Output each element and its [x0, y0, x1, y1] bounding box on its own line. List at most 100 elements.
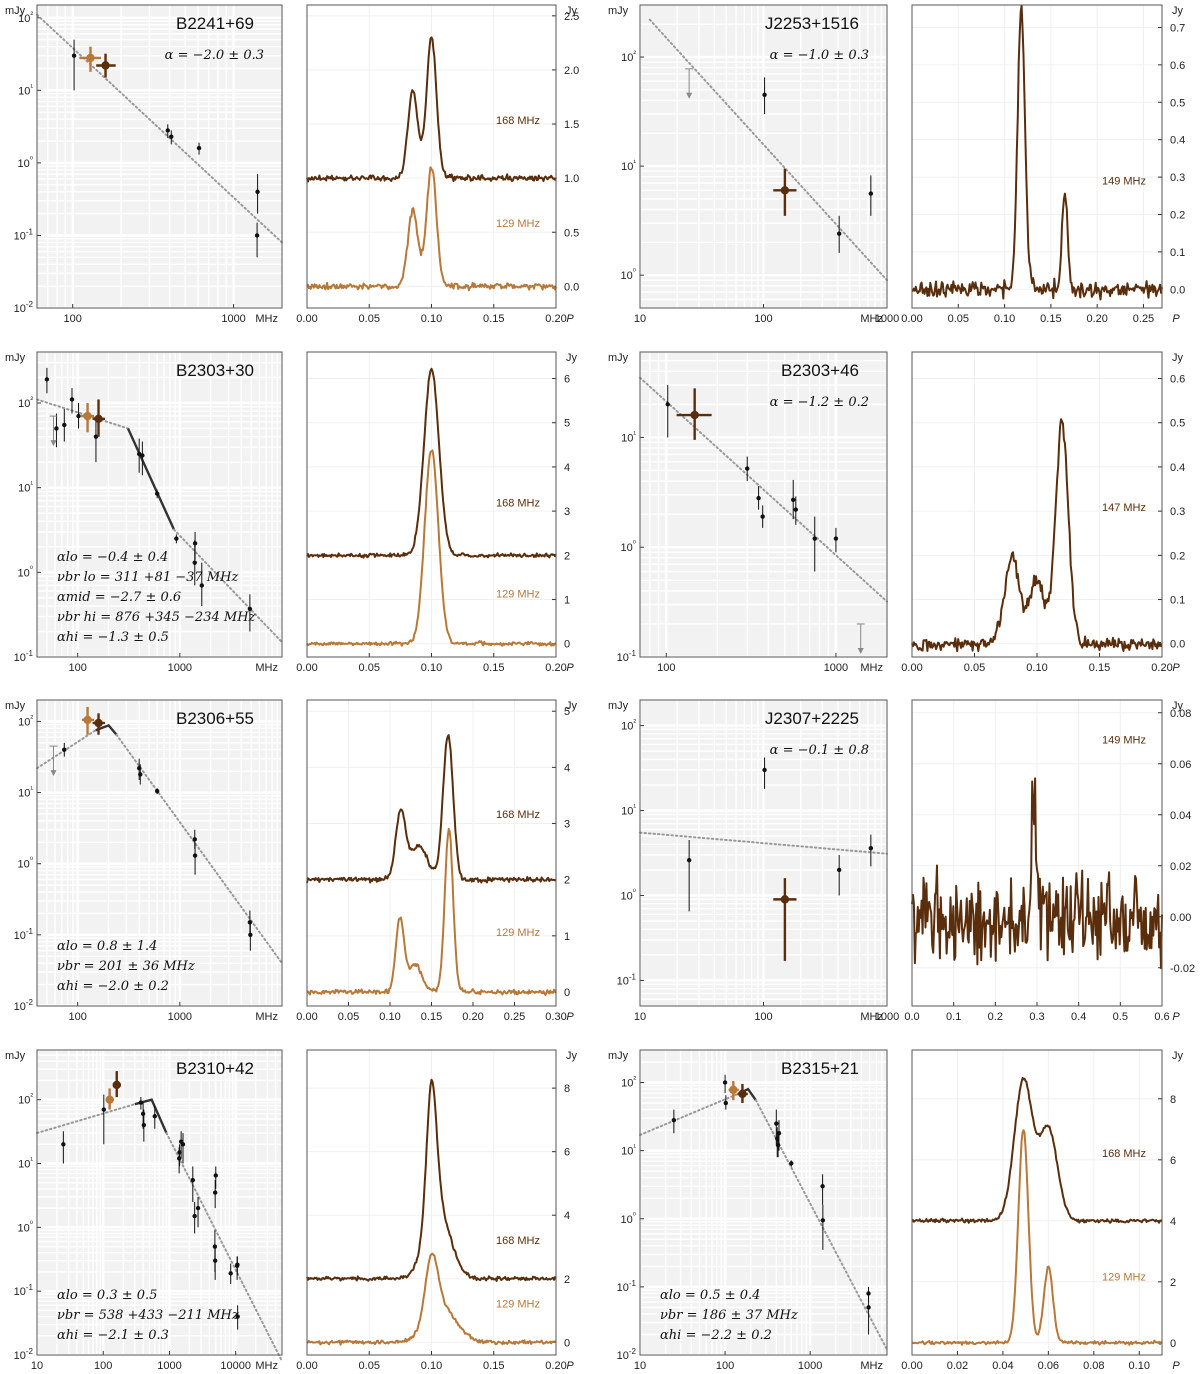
x-unit-label: MHz: [255, 662, 278, 674]
phase-axis-label: P: [1172, 313, 1180, 325]
data-point: [255, 189, 260, 194]
panel-frame: [306, 1049, 557, 1356]
x-tick-label: 0.04: [992, 1360, 1013, 1372]
upper-limit-arrow: [857, 647, 864, 654]
y-tick-exponent: ²: [30, 1092, 33, 1101]
phase-axis-label: P: [1172, 662, 1180, 674]
y-tick-label: 10²: [621, 1075, 636, 1090]
x-unit-label: MHz: [860, 1011, 883, 1023]
x-unit-label: MHz: [860, 1360, 883, 1372]
upper-limit-arrow: [686, 92, 693, 99]
y-tick-exponent: ²: [30, 713, 33, 722]
grid: [911, 1050, 1162, 1355]
data-point: [44, 377, 50, 382]
y-tick-label: 10²: [18, 395, 33, 410]
y-unit-label: mJy: [5, 5, 26, 17]
data-point: [190, 1177, 195, 1183]
fit-line-dotted: [36, 1103, 136, 1135]
pulsar-name: B2303+46: [781, 361, 859, 380]
y-unit-label: mJy: [5, 352, 26, 364]
profile-frequency-label: 129 MHz: [496, 1298, 540, 1310]
data-point: [793, 507, 798, 512]
profile-frequency-label: 129 MHz: [1102, 1271, 1146, 1283]
x-tick-label: 10: [634, 1360, 646, 1372]
data-point: [868, 191, 874, 196]
y-tick-label: 10-2: [14, 300, 34, 315]
data-point: [54, 426, 59, 431]
x-tick-label: 0.00: [296, 313, 317, 325]
y-tick-label: 2: [1170, 1277, 1176, 1289]
data-point: [169, 134, 174, 139]
data-point: [93, 434, 99, 439]
data-point: [165, 128, 170, 133]
x-tick-label: 0.00: [901, 662, 922, 674]
pulsar-name: B2303+30: [176, 361, 254, 380]
y-tick-label: 0.2: [1170, 550, 1185, 562]
data-point: [235, 1262, 240, 1267]
y-tick-exponent: -2: [26, 998, 34, 1007]
y-tick-label: 0.1: [1170, 595, 1185, 607]
x-tick-label: 0.15: [483, 313, 504, 325]
data-point: [812, 536, 817, 541]
pulse-profile-hba: [306, 36, 557, 183]
data-point: [791, 497, 796, 503]
fit-line-dotted: [648, 18, 888, 282]
pulse-profile-lba: [306, 1252, 557, 1346]
y-unit-label: mJy: [608, 5, 629, 17]
x-tick-label: 1000: [168, 1011, 192, 1023]
y-tick-exponent: ⁰: [30, 1219, 33, 1228]
data-point: [76, 413, 81, 419]
spectral-index: α = −1.2 ± 0.2: [770, 395, 869, 410]
x-tick-label: 0.15: [1089, 662, 1110, 674]
pulse-profile-hba: [911, 4, 1163, 301]
data-point: [154, 788, 160, 794]
panel-frame: [911, 1049, 1163, 1356]
data-point: [192, 541, 198, 546]
x-tick-label: 0.00: [296, 1360, 317, 1372]
y-tick-label: 0.3: [1170, 506, 1185, 518]
data-point: [247, 606, 253, 612]
x-tick-label: 100: [754, 313, 772, 325]
profile-frequency-label: 168 MHz: [496, 115, 540, 127]
y-tick-exponent: -1: [26, 227, 34, 236]
profile-panel-B2315+21-profile: 0.00 0.02 0.04 0.06 0.08 0.10 P 0 2 4 6 8 Jy 168 MHz 1…: [901, 1049, 1184, 1372]
data-point: [154, 491, 160, 496]
fit-parameter: νbr hi = 876 +345 −234 MHz: [57, 610, 256, 625]
x-tick-label: 1000: [168, 662, 192, 674]
x-tick-label: 10000: [220, 1360, 251, 1372]
y-tick-label: 0.6: [1170, 60, 1185, 72]
y-tick-label: 6: [1170, 1155, 1176, 1167]
x-tick-label: 100: [94, 1360, 112, 1372]
x-tick-label: 1000: [875, 1011, 899, 1023]
y-tick-label: 1.0: [564, 173, 579, 185]
fit-line-dotted: [36, 13, 283, 244]
y-tick-exponent: ¹: [30, 82, 33, 91]
x-tick-label: 10: [634, 1011, 646, 1023]
x-tick-label: 0.15: [421, 1011, 442, 1023]
y-unit-label: mJy: [608, 352, 629, 364]
y-tick-label: 0: [1170, 1338, 1176, 1350]
profile-panel-B2303+30-profile: 0.00 0.05 0.10 0.15 0.20 P 0 1 2 3 4 5 6 Jy 168 MHz 129…: [296, 351, 578, 674]
lofar-data-point: [738, 1089, 747, 1099]
x-tick-label: 1000: [824, 662, 848, 674]
y-tick-exponent: ²: [30, 10, 33, 19]
profile-frequency-label: 147 MHz: [1102, 502, 1146, 514]
x-tick-label: 0.10: [1026, 662, 1047, 674]
data-point: [213, 1173, 218, 1178]
pulse-profile-hba: [911, 777, 1163, 970]
grid: [911, 5, 1162, 308]
y-unit-label: mJy: [5, 700, 26, 712]
fit-parameter: αlo = −0.4 ± 0.4: [57, 550, 168, 565]
lofar-data-point: [112, 1080, 121, 1090]
y-tick-label: 10-1: [14, 1283, 34, 1298]
y-tick-label: 10¹: [18, 1156, 33, 1171]
x-tick-label: 1000: [875, 313, 899, 325]
y-tick-exponent: ¹: [633, 1143, 636, 1152]
x-tick-label: 100: [64, 313, 82, 325]
pulsar-name: J2307+2225: [765, 709, 859, 728]
x-tick-label: 0.20: [545, 1360, 566, 1372]
y-tick-label: 0.0: [1170, 284, 1185, 296]
x-tick-label: 100: [68, 1011, 86, 1023]
y-tick-label: 0.4: [1170, 462, 1185, 474]
